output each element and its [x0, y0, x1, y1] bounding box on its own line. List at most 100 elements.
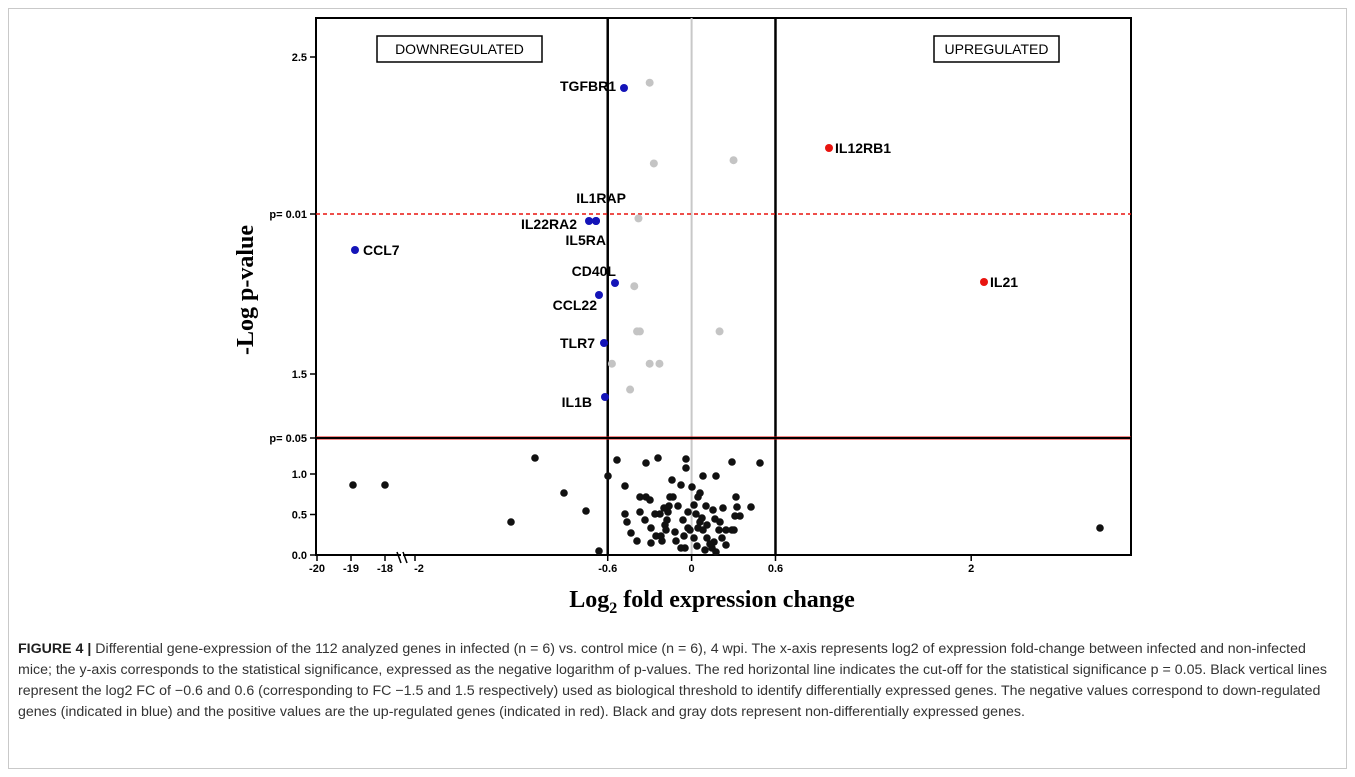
label-il1b: IL1B: [562, 394, 592, 410]
black-point: [719, 504, 727, 512]
black-point: [669, 493, 677, 501]
black-point: [651, 510, 659, 518]
black-point: [641, 516, 649, 524]
black-point: [682, 455, 690, 463]
black-point: [686, 526, 694, 534]
x-axis-title: Log2 fold expression change: [569, 587, 855, 617]
x-tick-main-3: 0.6: [768, 563, 783, 575]
black-point: [702, 502, 710, 510]
axis-break-mark: [402, 551, 408, 564]
downregulated-label: DOWNREGULATED: [395, 41, 524, 57]
label-il21: IL21: [990, 274, 1018, 290]
upregulated-box: [933, 35, 1060, 63]
black-point: [696, 489, 704, 497]
black-point: [654, 454, 662, 462]
point-il22ra2: [585, 217, 593, 225]
black-point: [657, 532, 665, 540]
black-point: [636, 508, 644, 516]
black-point: [684, 508, 692, 516]
black-point: [718, 534, 726, 542]
label-il1rap: IL1RAP: [576, 190, 626, 206]
x-tick-main-1: -0.6: [598, 563, 617, 575]
black-point: [636, 493, 644, 501]
black-point: [674, 502, 682, 510]
black-point: [642, 459, 650, 467]
gray-point: [630, 282, 639, 291]
black-point: [647, 524, 655, 532]
x-tick-left-0: -20: [309, 563, 325, 575]
y-tick-upper-1: p= 0.01: [269, 209, 307, 221]
black-point: [662, 526, 670, 534]
black-point: [732, 493, 740, 501]
black-point: [688, 483, 696, 491]
point-ccl7: [351, 246, 359, 254]
label-tgfbr1: TGFBR1: [560, 78, 616, 94]
upregulated-label: UPREGULATED: [945, 41, 1049, 57]
black-point: [507, 518, 515, 526]
gray-point: [649, 159, 658, 168]
point-ccl22: [595, 291, 603, 299]
black-point: [381, 481, 389, 489]
black-point: [730, 526, 738, 534]
gray-point: [607, 359, 616, 368]
black-point: [633, 537, 641, 545]
point-cd40l: [611, 279, 619, 287]
y-tick-upper-2: 1.5: [292, 369, 307, 381]
x-tick-main-2: 0: [689, 563, 695, 575]
black-point: [679, 516, 687, 524]
black-point: [623, 518, 631, 526]
black-point: [621, 510, 629, 518]
black-point: [722, 541, 730, 549]
y-tick-lower-0: 0.0: [292, 550, 307, 562]
y-axis-title: -Log p-value: [233, 225, 259, 355]
gray-point: [645, 78, 654, 87]
black-point: [712, 548, 720, 556]
black-point: [646, 496, 654, 504]
black-point: [712, 472, 720, 480]
black-point: [677, 481, 685, 489]
label-ccl22: CCL22: [553, 297, 598, 313]
black-point: [595, 547, 603, 555]
black-point: [716, 518, 724, 526]
y-tick-lower-1: 0.5: [292, 510, 307, 522]
caption-text: Differential gene-expression of the 112 …: [18, 641, 1327, 720]
black-point: [690, 501, 698, 509]
point-tgfbr1: [620, 84, 628, 92]
black-point: [698, 514, 706, 522]
axis-ticks: 2.5p= 0.011.5p= 0.050.00.51.0-20 -19 -18 -2…: [269, 52, 974, 575]
point-il5ra: [592, 217, 600, 225]
y-tick-upper-3: p= 0.05: [269, 433, 307, 445]
label-tlr7: TLR7: [560, 335, 595, 351]
black-point: [680, 532, 688, 540]
black-point: [715, 526, 723, 534]
label-il5ra: IL5RA: [566, 232, 606, 248]
black-point: [647, 539, 655, 547]
x-tick-main-4: 2: [968, 563, 974, 575]
black-point: [613, 456, 621, 464]
black-point: [699, 526, 707, 534]
y-tick-lower-2: 1.0: [292, 469, 307, 481]
lower-panel: [315, 437, 1132, 556]
point-il12rb1: [825, 144, 833, 152]
point-il1b: [601, 393, 609, 401]
figure-caption: FIGURE 4 | Differential gene-expression …: [18, 639, 1336, 723]
label-cd40l: CD40L: [572, 263, 617, 279]
x-tick-left-1: -19: [343, 563, 359, 575]
label-il12rb1: IL12RB1: [835, 140, 891, 156]
black-point: [668, 476, 676, 484]
black-point: [682, 464, 690, 472]
black-point: [709, 506, 717, 514]
black-point: [621, 482, 629, 490]
x-tick-main-0: -2: [414, 563, 424, 575]
figure-label: FIGURE 4 |: [18, 641, 92, 657]
black-point: [733, 503, 741, 511]
black-point: [1096, 524, 1104, 532]
black-point: [728, 458, 736, 466]
gray-point: [633, 327, 642, 336]
black-point: [672, 537, 680, 545]
black-point: [701, 546, 709, 554]
black-point: [706, 540, 714, 548]
black-point: [582, 507, 590, 515]
